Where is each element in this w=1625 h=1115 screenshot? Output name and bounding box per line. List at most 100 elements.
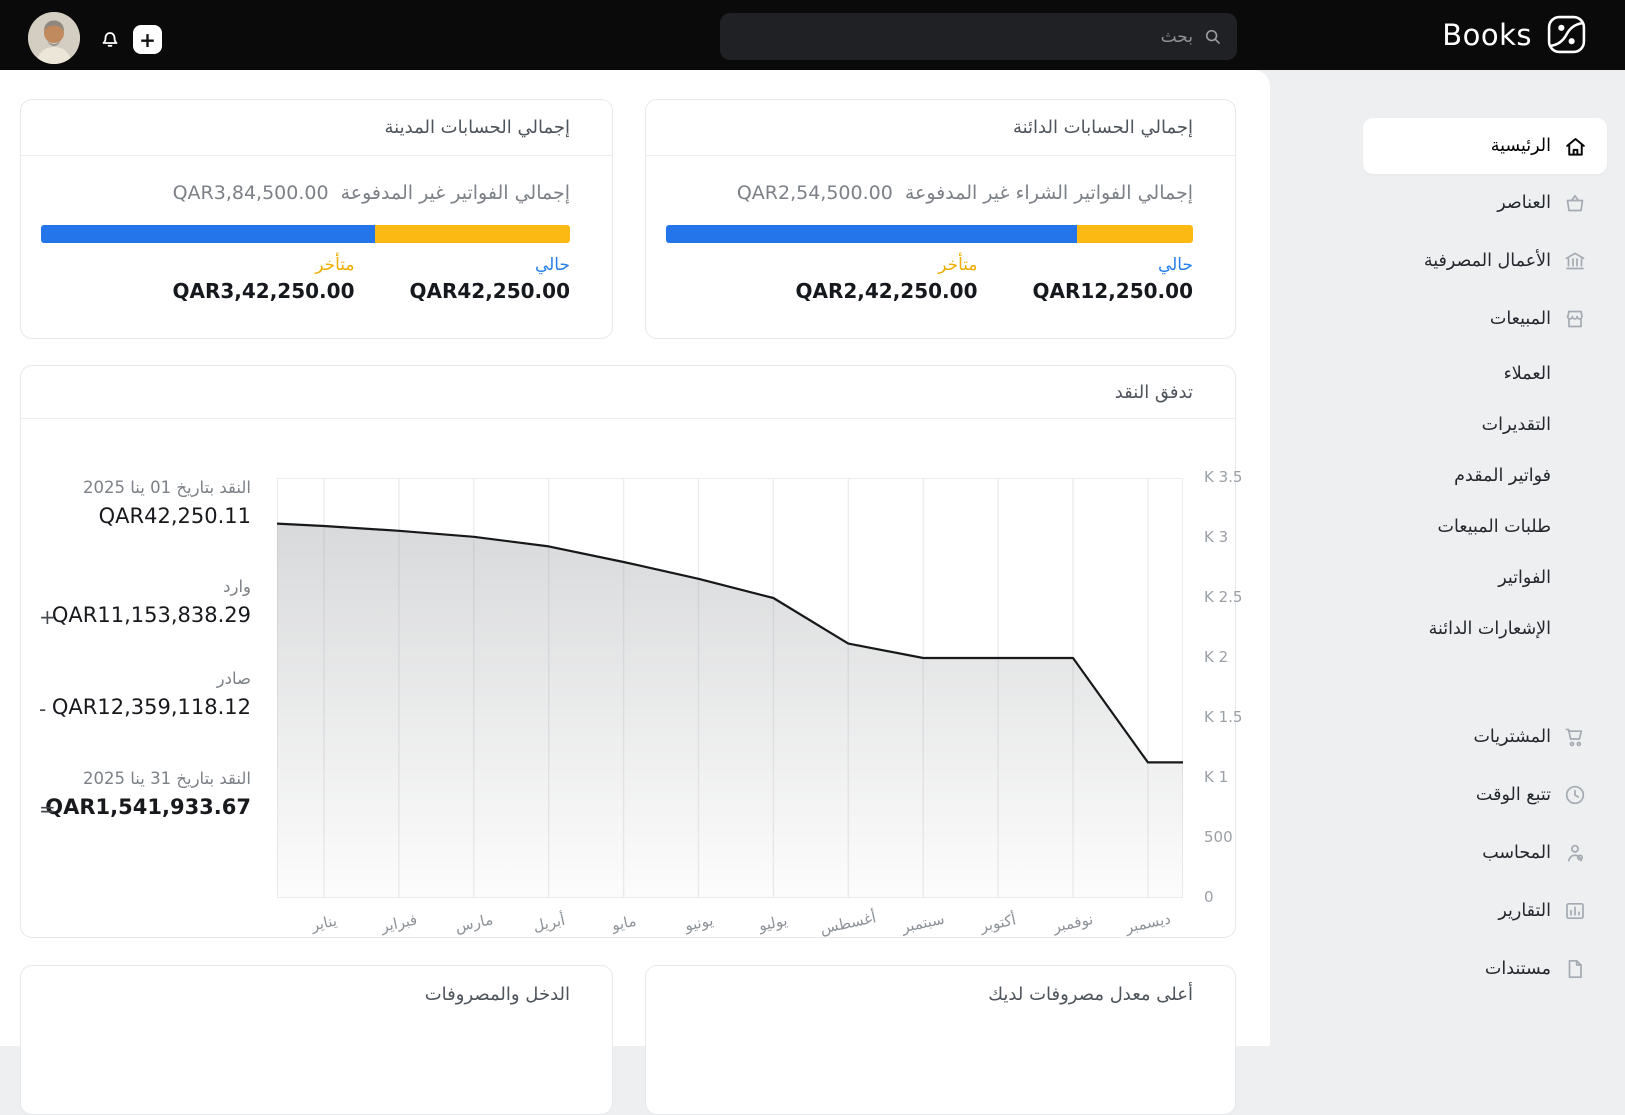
- x-tick-label: مايو: [609, 911, 638, 935]
- cash-flow-title: تدفق النقد: [21, 366, 1235, 419]
- receivables-total-amount: QAR3,84,500.00: [172, 182, 329, 204]
- sidebar-item-home[interactable]: الرئيسية: [1363, 118, 1607, 174]
- sidebar-item-documents[interactable]: مستندات: [1363, 940, 1607, 998]
- stat-label: النقد بتاريخ 31 ينا 2025: [83, 769, 251, 788]
- overdue-value: QAR3,42,250.00: [172, 279, 355, 303]
- sidebar-item-reports[interactable]: التقارير: [1363, 882, 1607, 940]
- x-tick-label: فبراير: [379, 910, 419, 936]
- y-tick-label: K 2.5: [1204, 588, 1243, 606]
- income-expense-title: الدخل والمصروفات: [424, 983, 570, 1005]
- books-logo-icon: [1547, 15, 1586, 54]
- sidebar-item-label: تتبع الوقت: [1475, 785, 1551, 805]
- payables-current: حالي QAR12,250.00: [1033, 255, 1194, 303]
- quick-add-button[interactable]: +: [133, 25, 162, 54]
- x-tick-label: نوفمبر: [1051, 909, 1095, 937]
- search-icon: [1202, 26, 1223, 51]
- sidebar-item-estimates[interactable]: التقديرات: [1363, 399, 1607, 450]
- y-tick-label: K 3: [1204, 528, 1229, 546]
- sidebar-item-label: التقارير: [1498, 901, 1551, 921]
- sidebar-item-time-tracking[interactable]: تتبع الوقت: [1363, 766, 1607, 824]
- sidebar-item-label: التقديرات: [1481, 414, 1551, 435]
- y-tick-label: 0: [1204, 888, 1214, 906]
- receivables-subtitle: إجمالي الفواتير غير المدفوعة: [340, 182, 570, 204]
- home-icon: [1562, 134, 1588, 159]
- report-icon: [1562, 899, 1588, 923]
- brand-name: Books: [1442, 17, 1532, 52]
- search-input[interactable]: [720, 13, 1237, 60]
- chart-y-axis: K 3.5 K 3 K 2.5 K 2 K 1.5 K 1 500 0: [1204, 468, 1256, 906]
- payables-progress-bar: [666, 225, 1193, 243]
- current-value: QAR42,250.00: [409, 279, 571, 303]
- bank-icon: [1562, 249, 1588, 273]
- stat-sign: =: [39, 797, 56, 821]
- payables-overdue-segment: [1076, 225, 1193, 243]
- payables-total-amount: QAR2,54,500.00: [736, 182, 893, 204]
- sidebar-item-invoices[interactable]: الفواتير: [1363, 552, 1607, 603]
- sidebar-item-customers[interactable]: العملاء: [1363, 348, 1607, 399]
- sidebar-item-label: الفواتير: [1498, 567, 1551, 588]
- sidebar-item-sales[interactable]: المبيعات: [1363, 290, 1607, 348]
- sidebar-item-retainer-invoices[interactable]: فواتير المقدم: [1363, 450, 1607, 501]
- cash-flow-card: تدفق النقد النقد بتاريخ 01 ينا 2025 QAR42…: [20, 365, 1242, 940]
- y-tick-label: K 1: [1204, 768, 1229, 786]
- stat-label: النقد بتاريخ 01 ينا 2025: [83, 478, 251, 497]
- receivables-current: حالي QAR42,250.00: [410, 255, 571, 303]
- sidebar-item-purchases[interactable]: المشتريات: [1363, 708, 1607, 766]
- avatar-image: [28, 12, 80, 64]
- brand: Books: [1442, 14, 1587, 55]
- sidebar-item-accountant[interactable]: المحاسب: [1363, 824, 1607, 882]
- receivables-current-segment: [41, 225, 376, 243]
- stat-sign: +: [39, 605, 56, 629]
- global-search: [720, 13, 1237, 60]
- x-tick-label: يوليو: [757, 911, 790, 935]
- sidebar-item-banking[interactable]: الأعمال المصرفية: [1363, 232, 1607, 290]
- user-avatar[interactable]: [28, 12, 80, 64]
- topbar: + Books: [0, 0, 1625, 70]
- top-expenses-card: أعلى معدل مصروفات لديك: [645, 965, 1236, 1115]
- notifications-bell-icon[interactable]: [98, 26, 122, 54]
- receivables-overdue-segment: [375, 225, 570, 243]
- sidebar-item-label: الرئيسية: [1490, 136, 1551, 156]
- cash-flow-stat: النقد بتاريخ 01 ينا 2025 QAR42,250.11: [37, 478, 251, 528]
- sidebar-item-label: المشتريات: [1473, 727, 1551, 747]
- sidebar-item-label: المبيعات: [1489, 309, 1551, 329]
- payables-card-title: إجمالي الحسابات الدائنة: [646, 100, 1235, 156]
- receivables-card-title: إجمالي الحسابات المدينة: [21, 100, 612, 156]
- y-tick-label: K 2: [1204, 648, 1229, 666]
- sidebar-item-credit-notes[interactable]: الإشعارات الدائنة: [1363, 603, 1607, 654]
- chart-x-axis: يناير فبراير مارس أبريل مايو يونيو يوليو أغسطس س…: [277, 906, 1183, 940]
- total-receivables-card: إجمالي الحسابات المدينة إجمالي الفواتير …: [20, 99, 613, 339]
- overdue-label: متأخر: [315, 255, 355, 275]
- sidebar-item-sales-orders[interactable]: طلبات المبيعات: [1363, 501, 1607, 552]
- sidebar-item-items[interactable]: العناصر: [1363, 174, 1607, 232]
- cash-flow-stat: النقد بتاريخ 31 ينا 2025 = QAR1,541,933.67: [37, 769, 251, 821]
- sidebar-item-label: المحاسب: [1482, 843, 1551, 863]
- sidebar-item-label: الإشعارات الدائنة: [1428, 618, 1551, 639]
- x-tick-label: أبريل: [531, 910, 567, 936]
- receivables-progress-bar: [41, 225, 570, 243]
- y-tick-label: 500: [1204, 828, 1233, 846]
- sidebar-item-label: فواتير المقدم: [1454, 465, 1551, 486]
- x-tick-label: ديسمبر: [1123, 909, 1173, 937]
- cash-flow-chart: [276, 478, 1183, 898]
- cash-flow-stat: صادر - QAR12,359,118.12: [37, 669, 251, 721]
- x-tick-label: سبتمبر: [900, 909, 947, 937]
- person-icon: [1562, 841, 1588, 865]
- current-value: QAR12,250.00: [1032, 279, 1194, 303]
- cart-icon: [1562, 725, 1588, 749]
- sidebar-item-label: العناصر: [1497, 193, 1551, 213]
- income-expense-card: الدخل والمصروفات: [20, 965, 613, 1115]
- payables-current-segment: [666, 225, 1077, 243]
- stat-value: QAR1,541,933.67: [45, 795, 251, 819]
- plus-icon: +: [139, 27, 156, 52]
- y-tick-label: K 3.5: [1204, 468, 1243, 486]
- total-payables-card: إجمالي الحسابات الدائنة إجمالي الفواتير …: [645, 99, 1236, 339]
- clock-icon: [1562, 783, 1588, 807]
- x-tick-label: مارس: [453, 910, 495, 936]
- sidebar-item-label: الأعمال المصرفية: [1423, 251, 1551, 271]
- basket-icon: [1562, 191, 1588, 215]
- top-expenses-title: أعلى معدل مصروفات لديك: [988, 983, 1193, 1005]
- x-tick-label: أغسطس: [818, 908, 878, 938]
- x-tick-label: يناير: [309, 911, 339, 935]
- file-icon: [1562, 957, 1588, 981]
